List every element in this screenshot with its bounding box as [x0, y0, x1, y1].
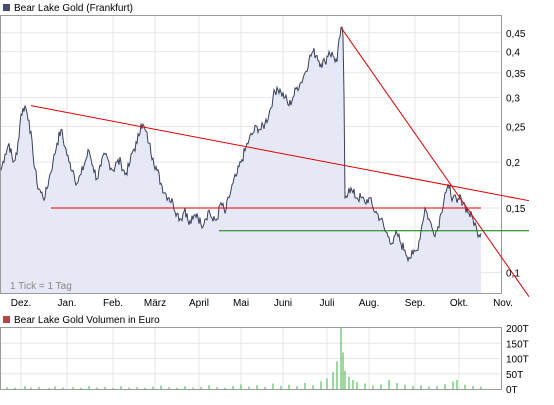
- volume-grid: [1, 328, 501, 389]
- volume-chart-title: Bear Lake Gold Volumen in Euro: [14, 315, 160, 326]
- month-tick-label: März: [144, 298, 166, 309]
- price-y-tick-label: 0,35: [506, 69, 526, 80]
- month-tick-label: Dez.: [11, 298, 32, 309]
- volume-bars: [6, 328, 482, 389]
- month-tick-label: Mai: [233, 298, 249, 309]
- price-panel: Bear Lake Gold (Frankfurt) 0,450,40,350,…: [0, 3, 530, 309]
- price-y-tick-label: 0,15: [506, 204, 526, 215]
- volume-y-tick-label: 200T: [506, 324, 529, 335]
- volume-legend-swatch: [3, 316, 10, 323]
- month-tick-label: Nov.: [493, 298, 513, 309]
- month-tick-label: Juni: [274, 298, 292, 309]
- month-tick-labels: Dez. Jan. Feb. März April Mai Juni Juli Aug. Sep.…: [11, 298, 513, 309]
- month-tick-label: Juli: [319, 298, 334, 309]
- tick-note: 1 Tick = 1 Tag: [10, 281, 72, 292]
- price-y-tick-label: 0,45: [506, 29, 526, 40]
- month-tick-label: Jan.: [58, 298, 77, 309]
- price-y-tick-label: 0,4: [506, 48, 520, 59]
- price-y-tick-label: 0,25: [506, 123, 526, 134]
- month-tick-label: April: [189, 298, 209, 309]
- volume-y-tick-labels: 200T 150T 100T 50T 0T: [506, 324, 529, 396]
- month-tick-label: Okt.: [450, 298, 468, 309]
- volume-y-tick-label: 150T: [506, 339, 529, 350]
- volume-y-tick-label: 50T: [506, 370, 523, 381]
- month-tick-label: Feb.: [103, 298, 123, 309]
- price-y-tick-labels: 0,45 0,4 0,35 0,3 0,25 0,2 0,15 0,1: [506, 29, 526, 280]
- price-line: [0, 26, 482, 263]
- trendline-upper-resistance: [30, 105, 530, 202]
- volume-y-tick-label: 0T: [506, 385, 518, 396]
- month-tick-label: Aug.: [359, 298, 380, 309]
- price-y-tick-label: 0,2: [506, 158, 520, 169]
- price-legend-swatch: [3, 4, 10, 11]
- volume-y-tick-label: 100T: [506, 355, 529, 366]
- price-y-tick-label: 0,1: [506, 269, 520, 280]
- trendline-steep-resistance: [340, 27, 530, 297]
- volume-panel: Bear Lake Gold Volumen in Euro 200T 150T 1…: [0, 315, 529, 396]
- trendlines: [30, 27, 530, 297]
- month-tick-label: Sep.: [405, 298, 426, 309]
- price-chart-title: Bear Lake Gold (Frankfurt): [14, 3, 133, 14]
- price-area-fill: [1, 27, 481, 293]
- price-y-tick-label: 0,3: [506, 93, 520, 104]
